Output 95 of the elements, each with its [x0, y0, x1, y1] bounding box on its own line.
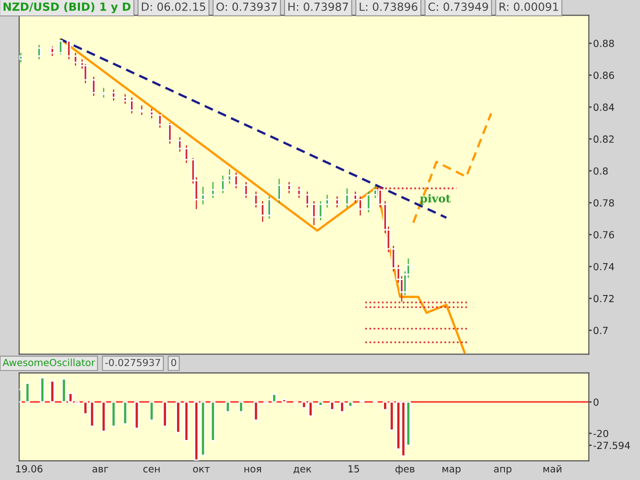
text: C: 0.73949 — [428, 2, 488, 11]
candlestick — [19, 52, 24, 63]
y-tick-label: 0 — [594, 398, 599, 406]
candlestick — [267, 196, 272, 220]
bar — [24, 382, 30, 403]
candlestick — [58, 38, 63, 55]
candlestick — [66, 40, 72, 60]
line-series — [412, 112, 492, 224]
candlestick — [130, 96, 134, 114]
chart-title: AwesomeOscillator — [2, 358, 96, 366]
candlestick — [276, 178, 282, 204]
candlestick — [149, 108, 154, 119]
candlestick — [200, 186, 206, 205]
candlestick — [260, 200, 265, 222]
candlestick — [220, 175, 226, 194]
bar — [50, 380, 55, 403]
y-tick-label: 0.82 — [594, 135, 614, 143]
candlestick — [324, 194, 330, 208]
text: O: 0.73937 — [216, 2, 277, 11]
candlestick — [111, 88, 116, 102]
y-tick-label: 0.72 — [594, 294, 614, 302]
candlestick — [36, 44, 42, 60]
bar — [162, 401, 168, 427]
y-tick-label: 0.7 — [594, 326, 608, 334]
y-tick-label: 0.8 — [594, 167, 608, 175]
candlestick — [122, 94, 128, 104]
bar — [149, 401, 154, 421]
y-tick-label: 0.86 — [594, 72, 614, 79]
x-tick-label: фев — [396, 465, 414, 474]
chart-title: NZD/USD (BID) 1 y D — [4, 2, 131, 14]
bar — [40, 376, 45, 403]
bar — [253, 401, 258, 421]
candlestick — [254, 191, 258, 208]
candlestick — [366, 191, 371, 213]
y-tick-label: -20 — [593, 430, 608, 438]
y-tick-label: 0.74 — [594, 263, 614, 270]
candlestick — [50, 46, 54, 57]
candlestick — [344, 188, 350, 208]
candlestick — [178, 136, 182, 152]
candlestick — [184, 144, 189, 164]
y-tick-label: 0.76 — [594, 231, 614, 238]
x-tick-label: май — [543, 465, 562, 472]
candlestick — [286, 181, 292, 194]
y-tick-label: -27.594 — [593, 442, 630, 450]
candlestick — [92, 76, 96, 96]
x-tick-label: мар — [442, 466, 461, 474]
candlestick — [334, 196, 340, 208]
text: L: 0.73896 — [360, 2, 418, 11]
bar — [111, 401, 116, 427]
bar — [272, 393, 277, 403]
bar — [210, 401, 216, 442]
candlestick — [318, 200, 323, 221]
bar — [176, 401, 181, 434]
bar — [122, 401, 128, 425]
text: -0.0275937 — [105, 358, 160, 366]
bar — [225, 401, 230, 413]
candlestick — [227, 168, 232, 184]
x-tick-label: 19.06 — [16, 465, 42, 472]
bar — [348, 401, 353, 408]
bar — [318, 401, 324, 406]
bar — [101, 401, 106, 432]
candlestick — [296, 186, 302, 199]
x-tick-label: ноя — [244, 466, 261, 472]
y-tick-label: 0.78 — [594, 199, 614, 207]
x-tick-label: дек — [294, 466, 312, 474]
x-tick-label: окт — [193, 466, 210, 472]
x-tick-label: сен — [143, 466, 160, 472]
candlestick — [234, 172, 238, 189]
text: R: 0.00091 — [500, 2, 558, 11]
candlestick — [140, 104, 144, 116]
candlestick — [83, 63, 88, 84]
text: 0 — [171, 358, 176, 366]
x-tick-label: 15 — [348, 465, 360, 472]
bar — [340, 401, 345, 413]
candlestick — [101, 87, 106, 98]
candlestick — [244, 181, 248, 199]
text: H: 0.73987 — [288, 2, 348, 11]
bar — [238, 401, 244, 413]
bar — [134, 401, 140, 430]
text: D: 06.02.15 — [142, 2, 206, 11]
x-tick-label: апр — [494, 466, 512, 474]
candlestick — [73, 52, 78, 66]
x-tick-label: авг — [92, 466, 108, 472]
bar — [330, 401, 335, 411]
annotation: pivot — [420, 194, 451, 205]
y-tick-label: 0.88 — [594, 40, 614, 48]
candlestick — [305, 191, 310, 208]
y-tick-label: 0.84 — [594, 104, 614, 111]
bar — [184, 401, 189, 442]
candlestick — [312, 200, 316, 226]
candlestick — [168, 122, 172, 144]
line-series — [59, 38, 466, 354]
candlestick — [158, 112, 162, 128]
candlestick — [210, 181, 216, 199]
bar — [282, 398, 287, 403]
